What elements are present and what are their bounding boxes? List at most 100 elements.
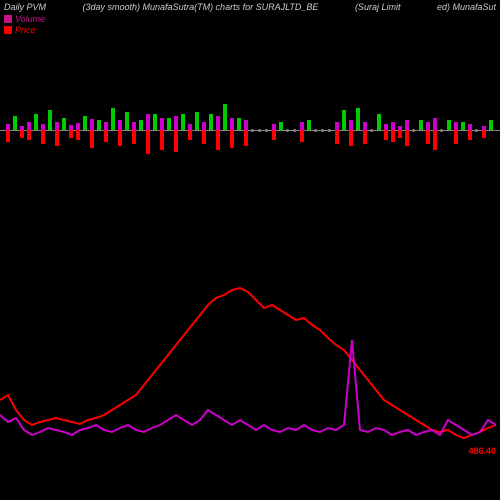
direction-bar <box>104 130 108 142</box>
zero-marker <box>314 129 317 132</box>
volume-bar <box>132 122 136 130</box>
zero-marker <box>440 129 443 132</box>
volume-bar <box>55 122 59 130</box>
direction-bar <box>111 108 115 130</box>
direction-bar <box>181 114 185 130</box>
direction-bar <box>83 116 87 130</box>
volume-swatch <box>4 15 12 23</box>
volume-bar <box>202 122 206 130</box>
volume-bar <box>160 118 164 130</box>
direction-bar <box>300 130 304 142</box>
direction-bar <box>384 130 388 140</box>
line-chart-panel <box>0 260 500 460</box>
direction-bar <box>167 118 171 130</box>
direction-bar <box>272 130 276 140</box>
zero-marker <box>293 129 296 132</box>
direction-bar <box>447 120 451 130</box>
volume-bar <box>146 114 150 130</box>
direction-bar <box>139 120 143 130</box>
direction-bar <box>356 108 360 130</box>
direction-bar <box>349 130 353 146</box>
direction-bar <box>62 118 66 130</box>
direction-bar <box>223 104 227 130</box>
direction-bar <box>146 130 150 154</box>
bar-baseline <box>0 130 500 131</box>
direction-bar <box>391 130 395 142</box>
zero-marker <box>258 129 261 132</box>
direction-bar <box>41 130 45 144</box>
volume-bar <box>244 120 248 130</box>
price-label: Price <box>15 25 36 35</box>
direction-bar <box>342 110 346 130</box>
direction-bar <box>419 120 423 130</box>
direction-bar <box>6 130 10 142</box>
volume-line <box>0 340 496 435</box>
volume-bar <box>349 120 353 130</box>
volume-bar <box>300 122 304 130</box>
zero-marker <box>370 129 373 132</box>
direction-bar <box>209 114 213 130</box>
volume-bar <box>174 116 178 130</box>
chart-header: Daily PVM (3day smooth) MunafaSutra(TM) … <box>0 0 500 14</box>
volume-bar <box>118 120 122 130</box>
direction-bar <box>377 114 381 130</box>
volume-bar <box>335 122 339 130</box>
direction-bar <box>118 130 122 146</box>
direction-bar <box>489 120 493 130</box>
volume-label: Volume <box>15 14 45 24</box>
volume-bar <box>90 119 94 130</box>
direction-bar <box>237 118 241 130</box>
zero-marker <box>475 129 478 132</box>
zero-marker <box>286 129 289 132</box>
price-line <box>0 288 496 438</box>
direction-bar <box>335 130 339 144</box>
volume-bar <box>76 123 80 130</box>
direction-bar <box>482 130 486 138</box>
volume-bar <box>391 122 395 130</box>
direction-bar <box>48 110 52 130</box>
volume-bar <box>454 122 458 130</box>
price-swatch <box>4 26 12 34</box>
direction-bar <box>468 130 472 140</box>
direction-bar <box>230 130 234 148</box>
direction-bar <box>13 116 17 130</box>
direction-bar <box>433 130 437 150</box>
direction-bar <box>34 114 38 130</box>
direction-bar <box>153 114 157 130</box>
price-value-label: 486.40 <box>468 446 496 456</box>
zero-marker <box>251 129 254 132</box>
direction-bar <box>454 130 458 144</box>
zero-marker <box>328 129 331 132</box>
volume-bar <box>27 122 31 130</box>
direction-bar <box>55 130 59 146</box>
volume-bar <box>230 118 234 130</box>
volume-bar <box>363 122 367 130</box>
direction-bar <box>76 130 80 140</box>
volume-bar <box>426 122 430 130</box>
direction-bar <box>97 120 101 130</box>
direction-bar <box>202 130 206 144</box>
direction-bar <box>195 112 199 130</box>
direction-bar <box>405 130 409 146</box>
zero-marker <box>321 129 324 132</box>
direction-bar <box>27 130 31 140</box>
direction-bar <box>216 130 220 150</box>
volume-bar <box>104 122 108 130</box>
direction-bar <box>426 130 430 144</box>
direction-bar <box>398 130 402 138</box>
direction-bar <box>363 130 367 144</box>
header-right2: ed) MunafaSut <box>437 2 496 12</box>
direction-bar <box>125 112 129 130</box>
direction-bar <box>244 130 248 146</box>
direction-bar <box>160 130 164 150</box>
direction-bar <box>279 122 283 130</box>
legend-volume: Volume <box>4 14 45 24</box>
volume-bar <box>405 120 409 130</box>
volume-bar <box>216 116 220 130</box>
direction-bar <box>174 130 178 152</box>
direction-bar <box>90 130 94 148</box>
zero-marker <box>412 129 415 132</box>
direction-bar <box>461 122 465 130</box>
header-left: Daily PVM <box>4 2 46 12</box>
zero-marker <box>265 129 268 132</box>
